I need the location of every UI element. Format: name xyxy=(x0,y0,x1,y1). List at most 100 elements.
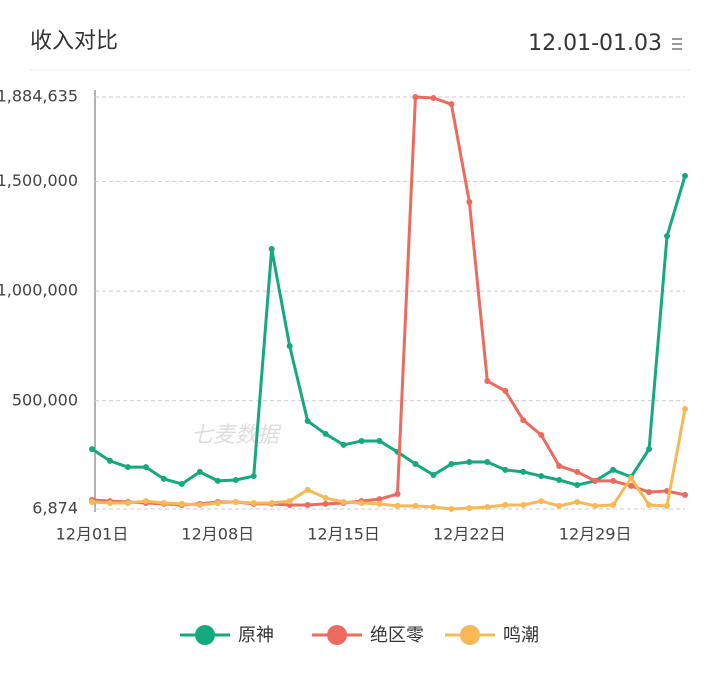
data-point xyxy=(556,477,563,484)
data-point xyxy=(430,471,437,478)
data-point xyxy=(160,475,167,482)
x-tick-label: 12月22日 xyxy=(433,525,506,544)
data-point xyxy=(286,498,293,505)
data-point xyxy=(484,503,491,510)
data-point xyxy=(448,505,455,512)
data-point xyxy=(628,482,635,489)
data-point xyxy=(430,503,437,510)
data-point xyxy=(646,489,653,496)
data-point xyxy=(610,466,617,473)
data-point xyxy=(520,468,527,475)
data-point xyxy=(358,500,365,507)
data-point xyxy=(574,498,581,505)
data-point xyxy=(268,245,275,252)
data-point xyxy=(592,502,599,509)
data-point xyxy=(412,502,419,509)
data-point xyxy=(664,233,671,240)
data-point xyxy=(250,500,257,507)
x-tick-label: 12月15日 xyxy=(307,525,380,544)
legend-label: 鸣潮 xyxy=(503,625,539,646)
data-point xyxy=(466,199,473,206)
data-point xyxy=(502,387,509,394)
series-line xyxy=(91,95,686,507)
data-point xyxy=(448,460,455,467)
data-point xyxy=(304,502,311,509)
data-point xyxy=(376,500,383,507)
data-point xyxy=(484,459,491,466)
data-point xyxy=(250,473,257,480)
data-point xyxy=(538,432,545,439)
data-point xyxy=(376,437,383,444)
data-point xyxy=(664,502,671,509)
y-tick-label: 6,874 xyxy=(32,499,78,518)
data-point xyxy=(106,457,113,464)
y-tick-label: 500,000 xyxy=(12,390,78,409)
data-point xyxy=(304,486,311,493)
x-tick-label: 12月01日 xyxy=(56,525,129,544)
data-point xyxy=(484,378,491,385)
chart-title: 收入对比 xyxy=(30,29,118,54)
y-tick-label: 1,500,000 xyxy=(0,171,78,190)
series-line xyxy=(91,175,687,487)
legend-item[interactable]: 绝区零 xyxy=(312,625,424,646)
data-point xyxy=(646,446,653,453)
data-point xyxy=(232,498,239,505)
data-point xyxy=(574,468,581,475)
data-point xyxy=(502,502,509,509)
watermark: 七麦数据 xyxy=(191,423,282,448)
menu-icon[interactable] xyxy=(672,38,682,50)
data-point xyxy=(340,498,347,505)
data-point xyxy=(412,460,419,467)
data-point xyxy=(89,446,95,453)
data-point xyxy=(556,462,563,469)
data-point xyxy=(196,468,203,475)
data-point xyxy=(160,500,167,507)
data-point xyxy=(646,502,653,509)
data-point xyxy=(178,480,185,487)
data-point xyxy=(358,437,365,444)
data-point xyxy=(322,430,329,437)
data-point xyxy=(502,466,509,473)
data-point xyxy=(124,500,131,507)
y-tick-label: 1,884,635 xyxy=(0,87,78,106)
data-point xyxy=(142,464,149,471)
legend-label: 原神 xyxy=(238,625,274,646)
data-point xyxy=(682,491,688,498)
data-point xyxy=(286,342,293,349)
data-point xyxy=(628,475,635,482)
x-tick-label: 12月08日 xyxy=(181,525,254,544)
data-point xyxy=(214,500,221,507)
data-point xyxy=(430,95,437,102)
legend-item[interactable]: 原神 xyxy=(180,625,274,646)
legend-marker xyxy=(195,625,215,645)
data-point xyxy=(466,459,473,466)
legend-label: 绝区零 xyxy=(370,625,424,646)
data-point xyxy=(520,417,527,424)
data-point xyxy=(89,498,95,505)
data-point xyxy=(592,477,599,484)
data-point xyxy=(610,502,617,509)
data-point xyxy=(322,495,329,502)
data-point xyxy=(448,101,455,108)
data-point xyxy=(232,477,239,484)
data-point xyxy=(682,172,688,179)
data-point xyxy=(412,94,419,100)
data-point xyxy=(394,502,401,509)
legend-item[interactable]: 鸣潮 xyxy=(445,625,539,646)
data-point xyxy=(520,502,527,509)
data-point xyxy=(106,500,113,507)
data-point xyxy=(214,477,221,484)
data-point xyxy=(538,498,545,505)
date-range[interactable]: 12.01-01.03 xyxy=(528,31,662,56)
data-point xyxy=(538,473,545,480)
data-point xyxy=(376,496,383,503)
data-point xyxy=(610,477,617,484)
data-point xyxy=(574,482,581,489)
data-point xyxy=(682,405,688,412)
data-point xyxy=(394,491,401,498)
x-tick-label: 12月29日 xyxy=(559,525,632,544)
data-point xyxy=(178,500,185,507)
data-point xyxy=(304,417,311,424)
y-tick-label: 1,000,000 xyxy=(0,281,78,300)
